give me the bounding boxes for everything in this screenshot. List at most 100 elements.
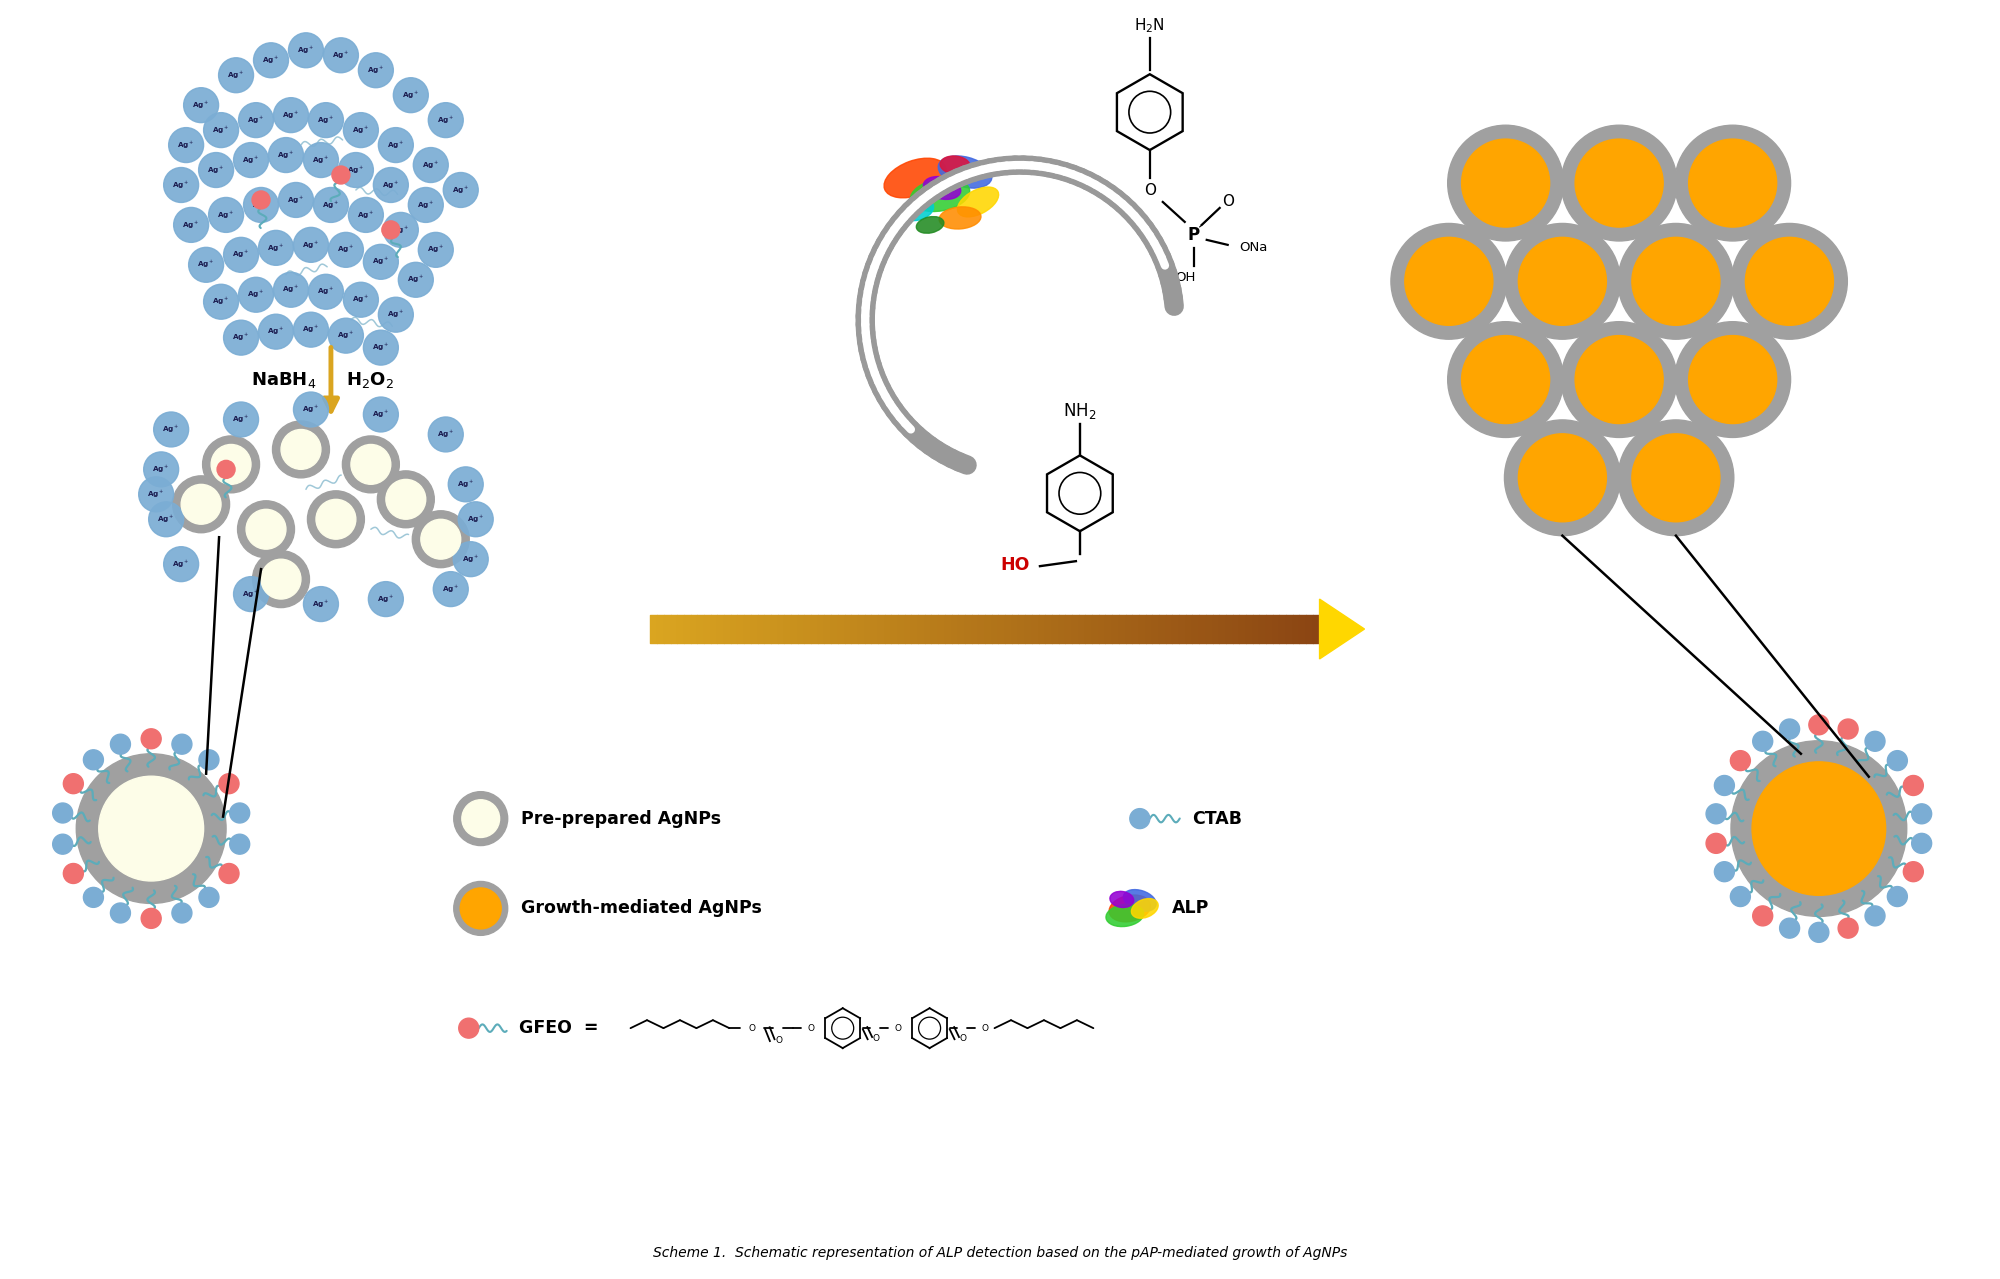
Circle shape: [1780, 719, 1800, 739]
Circle shape: [220, 863, 240, 884]
Circle shape: [1866, 732, 1884, 751]
Ellipse shape: [1110, 895, 1150, 922]
Text: Ag$^+$: Ag$^+$: [338, 330, 354, 341]
Circle shape: [460, 888, 502, 929]
Text: Ag$^+$: Ag$^+$: [452, 184, 470, 196]
Ellipse shape: [940, 207, 980, 229]
Circle shape: [184, 88, 218, 123]
Circle shape: [52, 834, 72, 854]
Circle shape: [230, 834, 250, 854]
Circle shape: [224, 320, 258, 356]
Circle shape: [1808, 715, 1828, 735]
Circle shape: [1688, 335, 1776, 423]
Circle shape: [308, 102, 344, 138]
Text: Ag$^+$: Ag$^+$: [268, 242, 284, 253]
Circle shape: [294, 393, 328, 427]
Text: Ag$^+$: Ag$^+$: [282, 284, 300, 295]
Text: Ag$^+$: Ag$^+$: [466, 514, 484, 524]
Text: Ag$^+$: Ag$^+$: [248, 115, 264, 125]
Circle shape: [288, 33, 324, 68]
Circle shape: [378, 471, 434, 528]
Circle shape: [1730, 741, 1906, 916]
Circle shape: [332, 166, 350, 184]
Text: Ag$^+$: Ag$^+$: [408, 274, 424, 285]
Circle shape: [172, 903, 192, 923]
Text: Ag$^+$: Ag$^+$: [462, 554, 480, 565]
Text: Ag$^+$: Ag$^+$: [422, 160, 440, 170]
Circle shape: [394, 78, 428, 113]
Ellipse shape: [884, 159, 946, 198]
Text: Ag$^+$: Ag$^+$: [232, 414, 250, 425]
Text: Ag$^+$: Ag$^+$: [262, 55, 280, 67]
Text: Ag$^+$: Ag$^+$: [382, 179, 400, 191]
Circle shape: [1504, 224, 1620, 339]
Circle shape: [1618, 224, 1734, 339]
Ellipse shape: [916, 216, 944, 233]
Circle shape: [224, 238, 258, 272]
Circle shape: [434, 572, 468, 606]
Text: Ag$^+$: Ag$^+$: [352, 124, 370, 136]
Text: O: O: [776, 1036, 782, 1045]
Text: CTAB: CTAB: [1192, 810, 1242, 828]
Circle shape: [448, 467, 484, 501]
Text: HO: HO: [1000, 556, 1030, 574]
Circle shape: [1462, 139, 1550, 228]
Circle shape: [386, 480, 426, 519]
Circle shape: [268, 138, 304, 173]
Text: Ag$^+$: Ag$^+$: [388, 139, 404, 151]
Text: O: O: [894, 1023, 902, 1032]
Circle shape: [1504, 420, 1620, 536]
Circle shape: [454, 542, 488, 577]
Text: Ag$^+$: Ag$^+$: [162, 423, 180, 435]
Circle shape: [138, 477, 174, 512]
Circle shape: [198, 888, 218, 907]
Circle shape: [342, 436, 400, 492]
Circle shape: [154, 412, 188, 446]
Circle shape: [348, 197, 384, 233]
Text: Ag$^+$: Ag$^+$: [288, 194, 304, 206]
Circle shape: [244, 188, 278, 223]
Circle shape: [164, 546, 198, 582]
Text: Ag$^+$: Ag$^+$: [148, 489, 164, 500]
Text: Ag$^+$: Ag$^+$: [242, 588, 260, 600]
Circle shape: [218, 58, 254, 92]
Circle shape: [64, 863, 84, 884]
Circle shape: [1912, 803, 1932, 824]
Text: Ag$^+$: Ag$^+$: [302, 239, 320, 251]
Circle shape: [1448, 322, 1564, 437]
Text: Growth-mediated AgNPs: Growth-mediated AgNPs: [520, 899, 762, 917]
Circle shape: [1912, 834, 1932, 853]
Circle shape: [84, 749, 104, 770]
Circle shape: [258, 315, 294, 349]
Circle shape: [316, 499, 356, 540]
Text: ALP: ALP: [1172, 899, 1210, 917]
Text: Ag$^+$: Ag$^+$: [218, 210, 234, 220]
Text: Ag$^+$: Ag$^+$: [322, 200, 340, 211]
Text: Ag$^+$: Ag$^+$: [368, 64, 384, 75]
Circle shape: [458, 1018, 478, 1039]
Circle shape: [172, 734, 192, 755]
Text: O: O: [1222, 194, 1234, 210]
Circle shape: [1632, 238, 1720, 325]
Circle shape: [378, 128, 414, 162]
Text: Ag$^+$: Ag$^+$: [372, 256, 390, 267]
Circle shape: [1904, 775, 1924, 796]
Circle shape: [344, 283, 378, 317]
Text: Ag$^+$: Ag$^+$: [348, 165, 364, 175]
Circle shape: [1838, 918, 1858, 938]
Text: Ag$^+$: Ag$^+$: [302, 324, 320, 335]
Text: Ag$^+$: Ag$^+$: [212, 124, 230, 136]
Text: Ag$^+$: Ag$^+$: [312, 155, 330, 166]
Circle shape: [1130, 808, 1150, 829]
Circle shape: [364, 396, 398, 432]
Text: O: O: [1144, 183, 1156, 198]
Text: GFEO  =: GFEO =: [518, 1019, 598, 1037]
Circle shape: [1714, 775, 1734, 796]
Circle shape: [64, 774, 84, 794]
Circle shape: [304, 587, 338, 622]
Circle shape: [1888, 886, 1908, 907]
Ellipse shape: [924, 177, 960, 200]
Circle shape: [198, 152, 234, 188]
Circle shape: [198, 749, 218, 770]
Text: Ag$^+$: Ag$^+$: [172, 559, 190, 570]
